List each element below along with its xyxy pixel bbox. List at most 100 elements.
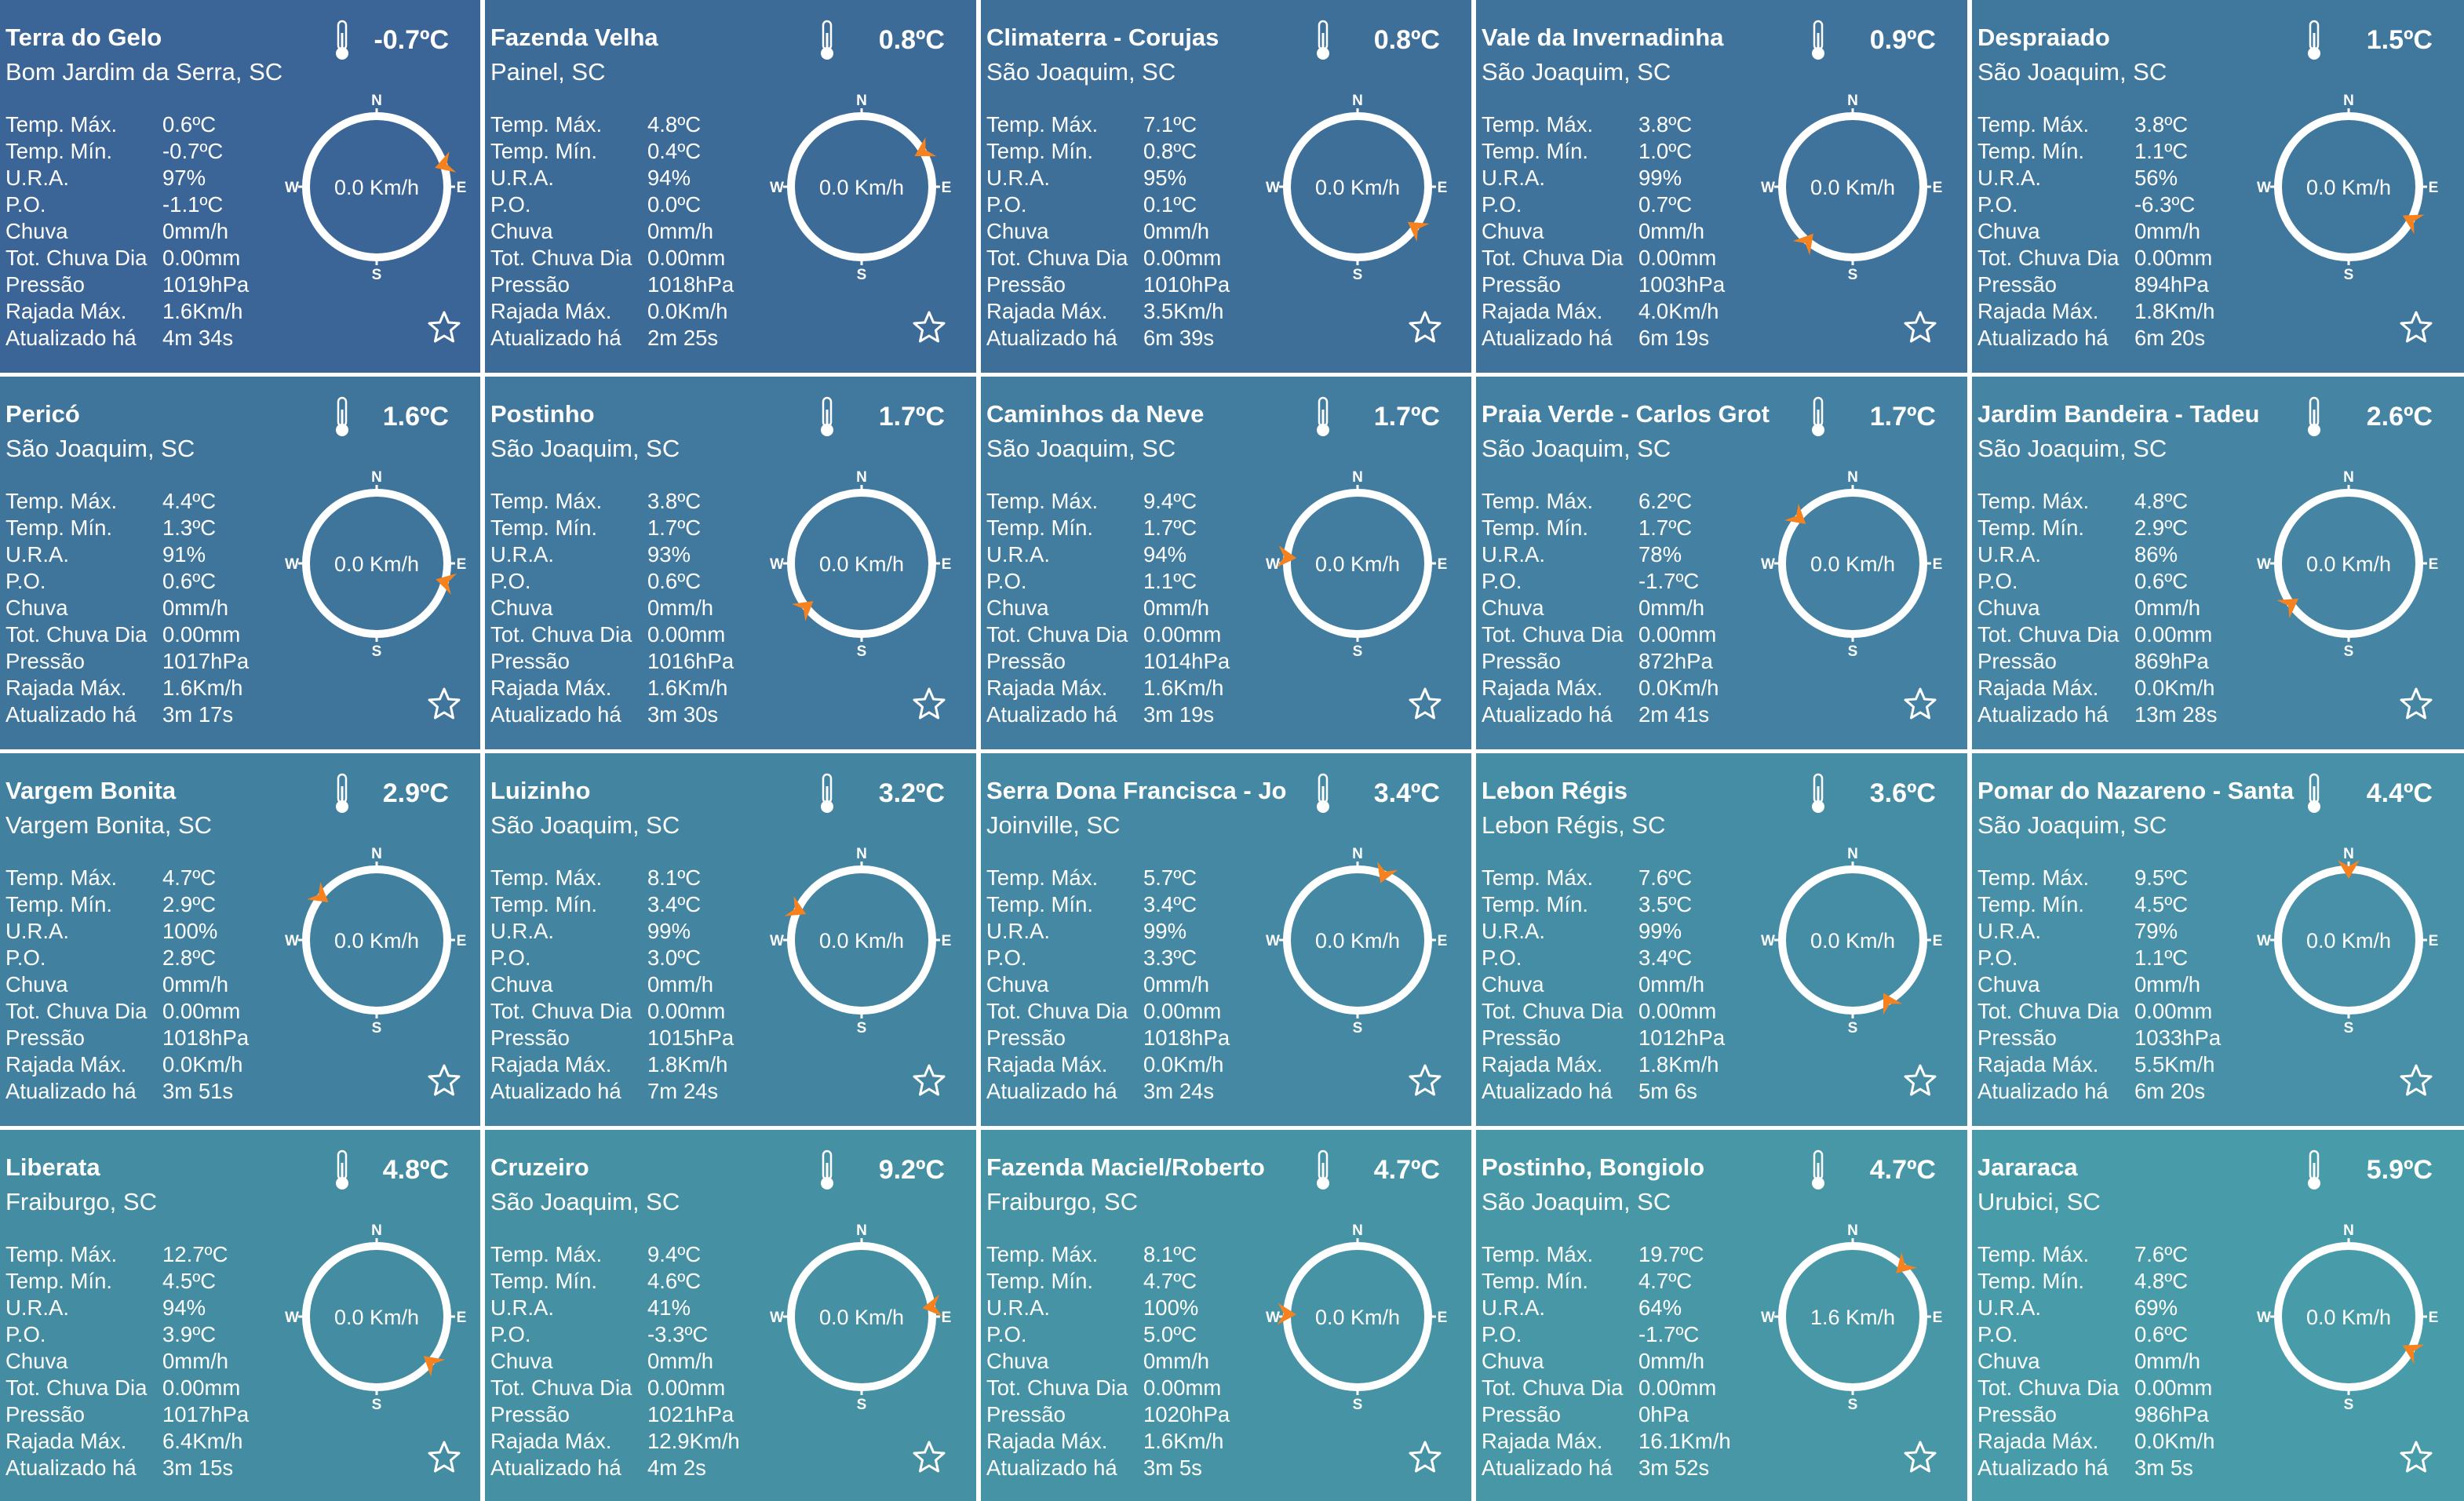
station-card[interactable]: Serra Dona Francisca - Jo Joinville, SC …	[981, 753, 1471, 1126]
stat-value: 0.0Km/h	[162, 1052, 243, 1077]
stat-row-po: P.O. -1.1ºC	[5, 191, 249, 218]
favorite-star-icon[interactable]	[1902, 1062, 1938, 1098]
stat-row-pressao: Pressão 869hPa	[1977, 648, 2217, 675]
stat-row-chuva: Chuva 0mm/h	[1482, 1348, 1731, 1375]
station-city: São Joaquim, SC	[1977, 435, 2167, 462]
stat-value: 1014hPa	[1143, 649, 1230, 673]
station-card[interactable]: Jararaca Urubici, SC 5.9ºC Temp. Máx. 7.6…	[1972, 1130, 2464, 1501]
station-card[interactable]: Pomar do Nazareno - Santa São Joaquim, S…	[1972, 753, 2464, 1126]
favorite-star-icon[interactable]	[2398, 309, 2434, 345]
stat-row-ura: U.R.A. 86%	[1977, 541, 2217, 568]
favorite-star-icon[interactable]	[426, 1062, 462, 1098]
station-card[interactable]: Pericó São Joaquim, SC 1.6ºC Temp. Máx. 4…	[0, 377, 480, 749]
stat-value: 1.6Km/h	[162, 299, 243, 323]
thermometer-icon	[1309, 1149, 1337, 1193]
stat-value: -1.1ºC	[162, 192, 224, 217]
stat-row-ura: U.R.A. 78%	[1482, 541, 1719, 568]
favorite-star-icon[interactable]	[1902, 1439, 1938, 1475]
wind-compass: N S E W 0.0 Km/h	[2254, 86, 2443, 282]
stat-row-ura: U.R.A. 97%	[5, 165, 249, 191]
wind-compass: N S E W 0.0 Km/h	[1759, 463, 1947, 659]
stat-value: 9.4ºC	[647, 1242, 702, 1266]
station-card[interactable]: Caminhos da Neve São Joaquim, SC 1.7ºC T…	[981, 377, 1471, 749]
stat-label: Temp. Máx.	[490, 489, 603, 513]
wind-compass: N S E W 0.0 Km/h	[282, 840, 471, 1036]
station-card[interactable]: Fazenda Velha Painel, SC 0.8ºC Temp. Máx…	[485, 0, 976, 373]
stat-value: 1.3ºC	[162, 516, 217, 540]
wind-direction-arrow-icon	[1896, 1251, 1918, 1273]
stat-row-tmax: Temp. Máx. 3.8ºC	[490, 488, 734, 515]
station-card[interactable]: Postinho, Bongiolo São Joaquim, SC 4.7ºC…	[1476, 1130, 1967, 1501]
favorite-star-icon[interactable]	[911, 1062, 947, 1098]
station-card[interactable]: Fazenda Maciel/Roberto Fraiburgo, SC 4.7…	[981, 1130, 1471, 1501]
stat-label: Temp. Máx.	[490, 1242, 603, 1266]
stat-label: Temp. Mín.	[1482, 516, 1589, 540]
station-card[interactable]: Climaterra - Corujas São Joaquim, SC 0.8…	[981, 0, 1471, 373]
stat-label: Chuva	[490, 596, 553, 620]
compass-label-s: S	[1353, 1397, 1363, 1412]
thermometer-icon	[328, 19, 356, 63]
compass-label-e: E	[2429, 1310, 2439, 1326]
favorite-star-icon[interactable]	[426, 1439, 462, 1475]
favorite-star-icon[interactable]	[911, 1439, 947, 1475]
stat-value: 0.8ºC	[1143, 139, 1197, 163]
stat-row-tmax: Temp. Máx. 4.7ºC	[5, 865, 249, 891]
station-card[interactable]: Luizinho São Joaquim, SC 3.2ºC Temp. Máx…	[485, 753, 976, 1126]
station-card[interactable]: Postinho São Joaquim, SC 1.7ºC Temp. Máx…	[485, 377, 976, 749]
favorite-star-icon[interactable]	[1407, 1439, 1443, 1475]
favorite-star-icon[interactable]	[1902, 686, 1938, 722]
compass-label-e: E	[2429, 180, 2439, 196]
stat-label: Temp. Máx.	[1977, 865, 2090, 890]
stat-row-atualizado: Atualizado há 3m 24s	[986, 1078, 1230, 1105]
favorite-star-icon[interactable]	[426, 686, 462, 722]
station-city: São Joaquim, SC	[490, 435, 680, 462]
station-card[interactable]: Liberata Fraiburgo, SC 4.8ºC Temp. Máx. 1…	[0, 1130, 480, 1501]
compass-label-w: W	[2257, 556, 2271, 573]
stat-row-tmin: Temp. Mín. 4.5ºC	[5, 1268, 249, 1295]
favorite-star-icon[interactable]	[2398, 1439, 2434, 1475]
stat-label: Temp. Mín.	[1482, 1269, 1589, 1293]
favorite-star-icon[interactable]	[426, 309, 462, 345]
stat-label: Temp. Máx.	[5, 489, 118, 513]
stat-value: 91%	[162, 542, 206, 567]
favorite-star-icon[interactable]	[1407, 686, 1443, 722]
stat-row-rajada: Rajada Máx. 1.6Km/h	[5, 298, 249, 325]
compass-label-e: E	[457, 556, 467, 573]
stat-label: Atualizado há	[1977, 1455, 2109, 1480]
stat-label: Tot. Chuva Dia	[490, 999, 632, 1023]
stat-row-atualizado: Atualizado há 3m 5s	[986, 1455, 1230, 1481]
stat-row-chuva: Chuva 0mm/h	[1482, 971, 1725, 998]
favorite-star-icon[interactable]	[2398, 1062, 2434, 1098]
stat-row-atualizado: Atualizado há 3m 5s	[1977, 1455, 2214, 1481]
wind-compass: N S E W 0.0 Km/h	[1263, 86, 1452, 282]
favorite-star-icon[interactable]	[911, 686, 947, 722]
favorite-star-icon[interactable]	[1407, 309, 1443, 345]
current-temperature: 3.6ºC	[1869, 778, 1936, 808]
stat-row-tmax: Temp. Máx. 9.4ºC	[986, 488, 1230, 515]
stat-value: 0mm/h	[1143, 219, 1210, 243]
thermometer-icon	[1804, 772, 1832, 816]
station-card[interactable]: Despraiado São Joaquim, SC 1.5ºC Temp. M…	[1972, 0, 2464, 373]
station-card[interactable]: Jardim Bandeira - Tadeu São Joaquim, SC …	[1972, 377, 2464, 749]
station-card[interactable]: Lebon Régis Lebon Régis, SC 3.6ºC Temp. …	[1476, 753, 1967, 1126]
favorite-star-icon[interactable]	[1407, 1062, 1443, 1098]
stat-value: 64%	[1638, 1295, 1682, 1320]
stat-value: 0.00mm	[162, 622, 241, 647]
station-card[interactable]: Cruzeiro São Joaquim, SC 9.2ºC Temp. Máx…	[485, 1130, 976, 1501]
stat-value: 1.7ºC	[1143, 516, 1197, 540]
stat-value: 0.0Km/h	[647, 299, 728, 323]
station-card[interactable]: Vargem Bonita Vargem Bonita, SC 2.9ºC Te…	[0, 753, 480, 1126]
stat-row-tmax: Temp. Máx. 9.5ºC	[1977, 865, 2221, 891]
station-city: Urubici, SC	[1977, 1188, 2101, 1215]
station-card[interactable]: Praia Verde - Carlos Grot São Joaquim, S…	[1476, 377, 1967, 749]
station-card[interactable]: Vale da Invernadinha São Joaquim, SC 0.9…	[1476, 0, 1967, 373]
favorite-star-icon[interactable]	[2398, 686, 2434, 722]
stat-label: U.R.A.	[490, 542, 554, 567]
favorite-star-icon[interactable]	[1902, 309, 1938, 345]
favorite-star-icon[interactable]	[911, 309, 947, 345]
station-card[interactable]: Terra do Gelo Bom Jardim da Serra, SC -0…	[0, 0, 480, 373]
stat-value: 4.8ºC	[647, 112, 702, 137]
station-stats: Temp. Máx. 3.8ºC Temp. Mín. 1.1ºC U.R.A. 56% P…	[1977, 111, 2214, 352]
stat-label: Tot. Chuva Dia	[1977, 1375, 2120, 1400]
stat-row-ura: U.R.A. 100%	[5, 918, 249, 945]
